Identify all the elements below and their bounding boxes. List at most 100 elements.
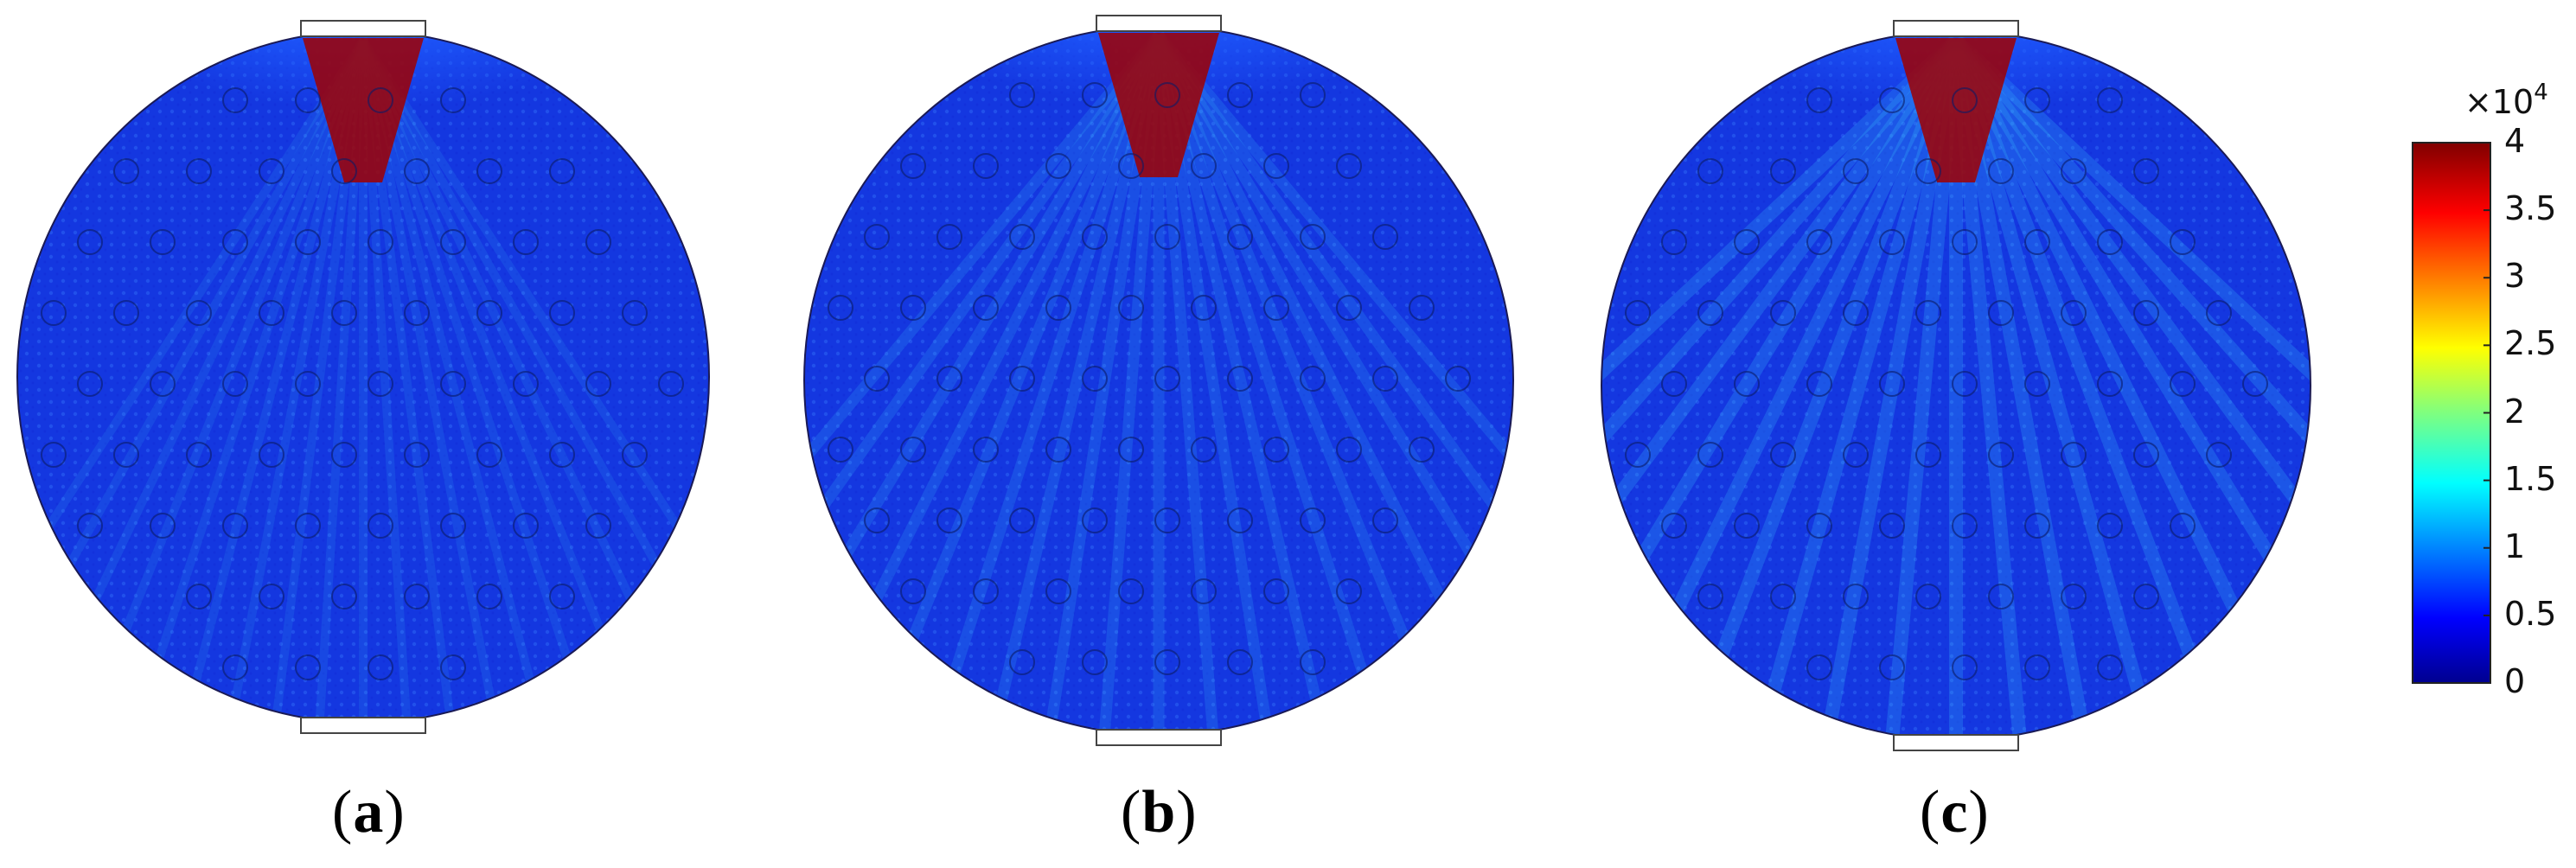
rod-circle	[1045, 153, 1071, 179]
colorbar-tick-label: 4	[2504, 122, 2526, 160]
rod-circle	[658, 371, 684, 397]
colorbar-tick-label: 3	[2504, 257, 2526, 296]
rod-circle	[222, 654, 248, 680]
rod-circle	[585, 229, 611, 255]
rod-circle	[1154, 82, 1180, 108]
rod-circle	[476, 442, 502, 468]
rod-circle	[368, 513, 393, 539]
rod-circle	[222, 371, 248, 397]
rod-circle	[150, 229, 176, 255]
colorbar-tick-label: 1.5	[2504, 459, 2557, 498]
rod-circle	[828, 295, 853, 321]
rod-circle	[513, 513, 539, 539]
field-map-a	[17, 31, 709, 723]
rod-circle	[1227, 649, 1253, 675]
rod-circle	[186, 158, 212, 184]
rod-circle	[295, 513, 321, 539]
rod-circle	[864, 366, 890, 392]
rod-circle	[404, 300, 430, 326]
rod-circle	[1697, 300, 1723, 326]
rod-circle	[1336, 578, 1362, 604]
colorbar-tick-label: 2	[2504, 392, 2526, 431]
rod-circle	[622, 442, 648, 468]
rod-circle	[2024, 87, 2050, 113]
rod-circle	[1952, 87, 1978, 113]
top-port	[1893, 20, 2019, 37]
rod-circle	[259, 158, 284, 184]
rod-circle	[2024, 654, 2050, 680]
rod-circle	[2061, 584, 2087, 610]
rod-circle	[186, 442, 212, 468]
rod-circle	[1952, 371, 1978, 397]
colorbar-exponent: ×104	[2464, 80, 2548, 121]
rod-circle	[440, 229, 466, 255]
rod-circle	[1661, 229, 1687, 255]
rod-circle	[900, 437, 926, 463]
rod-circle	[1770, 300, 1796, 326]
rod-circle	[900, 295, 926, 321]
colorbar-tick-label: 0.5	[2504, 594, 2557, 633]
rod-circle	[368, 229, 393, 255]
rod-circle	[1227, 507, 1253, 533]
rod-circle	[1445, 366, 1471, 392]
field-map-c	[1601, 31, 2311, 740]
rod-circle	[1409, 437, 1435, 463]
rod-circle	[1300, 649, 1326, 675]
rod-circle	[77, 513, 103, 539]
field-core	[1098, 33, 1219, 177]
rod-circle	[1191, 578, 1217, 604]
rod-circle	[1300, 366, 1326, 392]
rod-circle	[295, 229, 321, 255]
rod-circle	[1661, 513, 1687, 539]
rod-circle	[404, 158, 430, 184]
rod-circle	[2133, 584, 2159, 610]
rod-circle	[2097, 87, 2123, 113]
colorbar	[2412, 142, 2491, 684]
rod-circle	[222, 513, 248, 539]
rod-circle	[2133, 158, 2159, 184]
rod-circle	[513, 371, 539, 397]
rod-circle	[295, 371, 321, 397]
rod-circle	[1154, 649, 1180, 675]
bottom-port	[1096, 729, 1222, 746]
rod-circle	[1843, 442, 1869, 468]
rod-circle	[1263, 437, 1289, 463]
rod-circle	[1263, 295, 1289, 321]
rod-circle	[440, 654, 466, 680]
rod-circle	[2024, 513, 2050, 539]
rod-circle	[1734, 371, 1760, 397]
rod-circle	[2242, 371, 2268, 397]
rod-circle	[440, 87, 466, 113]
rod-circle	[1372, 507, 1398, 533]
rod-circle	[1300, 507, 1326, 533]
rod-circle	[1734, 513, 1760, 539]
rod-circle	[259, 584, 284, 610]
rod-circle	[476, 584, 502, 610]
rod-circle	[1227, 82, 1253, 108]
rod-circle	[2170, 513, 2196, 539]
rod-circle	[1118, 295, 1144, 321]
rod-circle	[2097, 229, 2123, 255]
rod-circle	[936, 224, 962, 250]
rod-circle	[476, 300, 502, 326]
rod-circle	[1082, 366, 1108, 392]
rod-circle	[1263, 153, 1289, 179]
rod-circle	[1697, 158, 1723, 184]
rod-circle	[440, 513, 466, 539]
rod-circle	[1082, 507, 1108, 533]
rod-circle	[1806, 87, 1832, 113]
rod-circle	[1843, 158, 1869, 184]
rod-circle	[1915, 584, 1941, 610]
rod-circle	[1118, 578, 1144, 604]
colorbar-tick-label: 0	[2504, 662, 2526, 700]
panel-c	[1601, 20, 2311, 751]
rod-circle	[585, 371, 611, 397]
rod-circle	[113, 300, 139, 326]
rod-circle	[1336, 153, 1362, 179]
rod-circle	[1806, 371, 1832, 397]
rod-circle	[622, 300, 648, 326]
panels-layer	[16, 15, 2311, 751]
rod-circle	[1915, 442, 1941, 468]
rod-circle	[1336, 295, 1362, 321]
